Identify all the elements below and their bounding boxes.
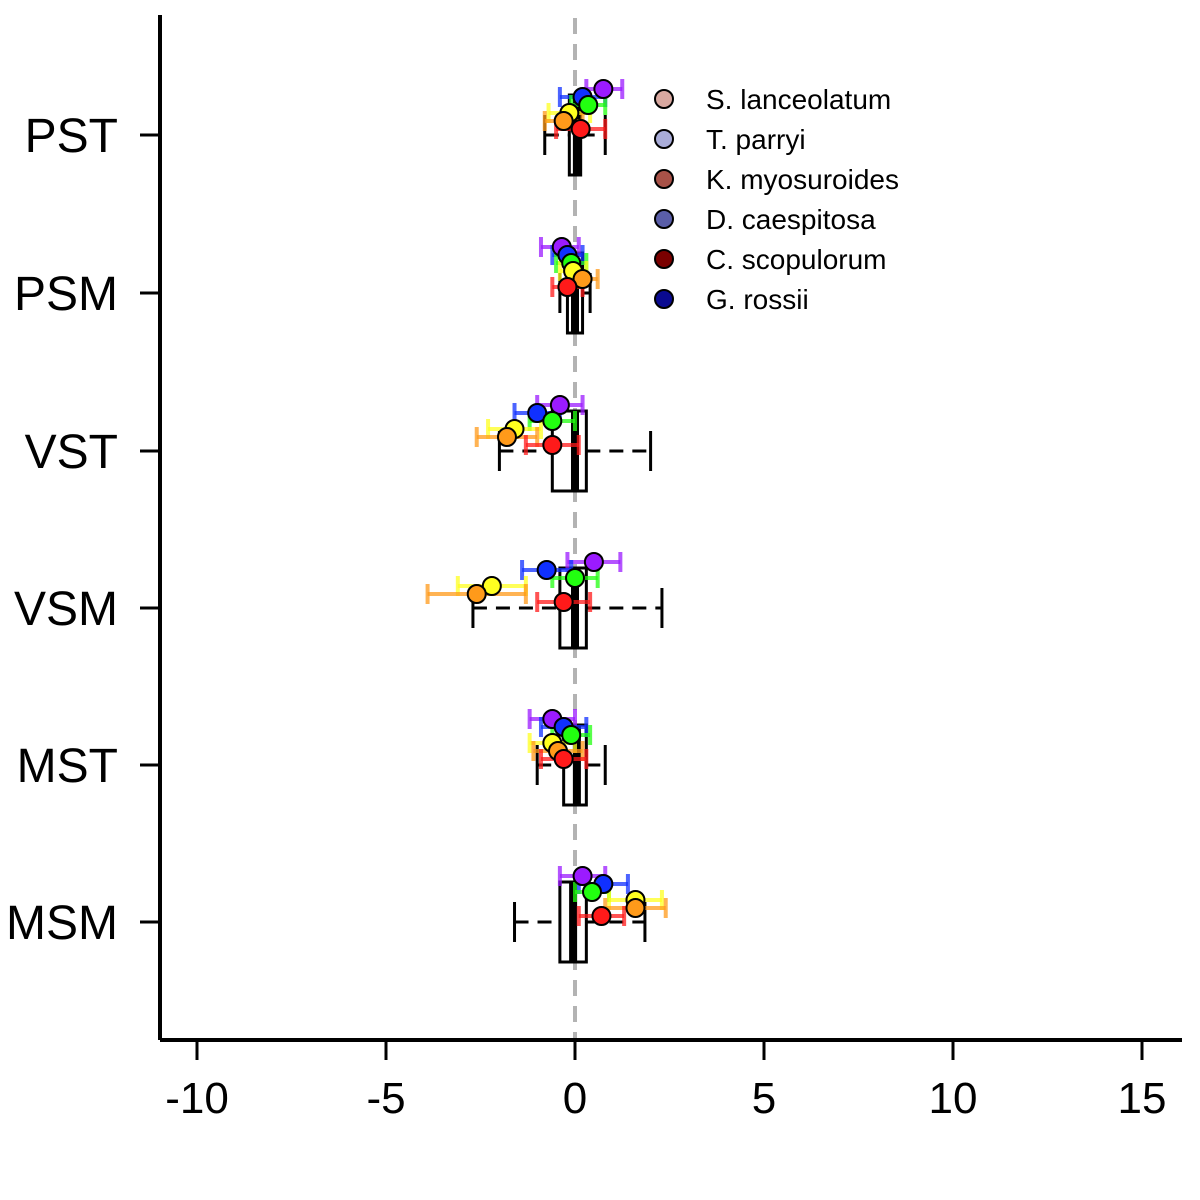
legend-label: K. myosuroides xyxy=(706,164,899,195)
data-point xyxy=(481,576,502,596)
data-point xyxy=(572,866,593,886)
data-point xyxy=(565,568,585,588)
errorbar-group xyxy=(425,79,668,926)
legend-marker xyxy=(654,129,674,149)
x-tick-label: -10 xyxy=(165,1074,229,1123)
data-point xyxy=(466,584,487,604)
x-tick-label: 15 xyxy=(1118,1074,1167,1123)
legend-marker xyxy=(654,169,674,189)
data-point xyxy=(542,411,563,431)
data-point xyxy=(572,269,593,289)
y-tick-label: PST xyxy=(25,110,118,163)
legend: S. lanceolatum T. parryi K. myosuroides D. … xyxy=(654,84,899,315)
data-point xyxy=(593,79,614,99)
data-point xyxy=(549,395,570,415)
data-point xyxy=(591,906,612,926)
axes-group: PST PSM VST VSM MST MSM -10 -5 0 5 10 15 xyxy=(6,15,1182,1123)
data-point xyxy=(625,898,646,918)
legend-label: C. scopulorum xyxy=(706,244,887,275)
legend-marker xyxy=(654,249,674,269)
data-point xyxy=(536,560,557,580)
data-point xyxy=(578,95,599,115)
y-tick-label: PSM xyxy=(14,268,118,321)
data-point xyxy=(557,277,578,297)
data-point xyxy=(582,882,603,902)
data-point xyxy=(561,725,582,745)
boxplot-group xyxy=(471,93,664,964)
legend-label: D. caespitosa xyxy=(706,204,876,235)
x-tick-label: 10 xyxy=(929,1074,978,1123)
legend-label: S. lanceolatum xyxy=(706,84,891,115)
data-point xyxy=(542,435,563,455)
legend-marker xyxy=(654,209,674,229)
x-tick-label: 0 xyxy=(563,1074,587,1123)
y-tick-label: VST xyxy=(25,426,118,479)
x-tick-label: 5 xyxy=(752,1074,776,1123)
y-tick-label: MST xyxy=(17,740,118,793)
data-point xyxy=(553,111,574,131)
legend-marker xyxy=(654,89,674,109)
data-point xyxy=(553,592,574,612)
y-tick-label: VSM xyxy=(14,583,118,636)
data-point xyxy=(570,119,591,139)
data-point xyxy=(553,749,574,769)
legend-label: T. parryi xyxy=(706,124,806,155)
legend-label: G. rossii xyxy=(706,284,809,315)
data-point xyxy=(583,552,604,572)
point-group xyxy=(466,79,646,926)
data-point xyxy=(527,403,548,423)
x-tick-label: -5 xyxy=(366,1074,405,1123)
legend-marker xyxy=(654,289,674,309)
data-point xyxy=(496,427,517,447)
y-tick-label: MSM xyxy=(6,897,118,950)
